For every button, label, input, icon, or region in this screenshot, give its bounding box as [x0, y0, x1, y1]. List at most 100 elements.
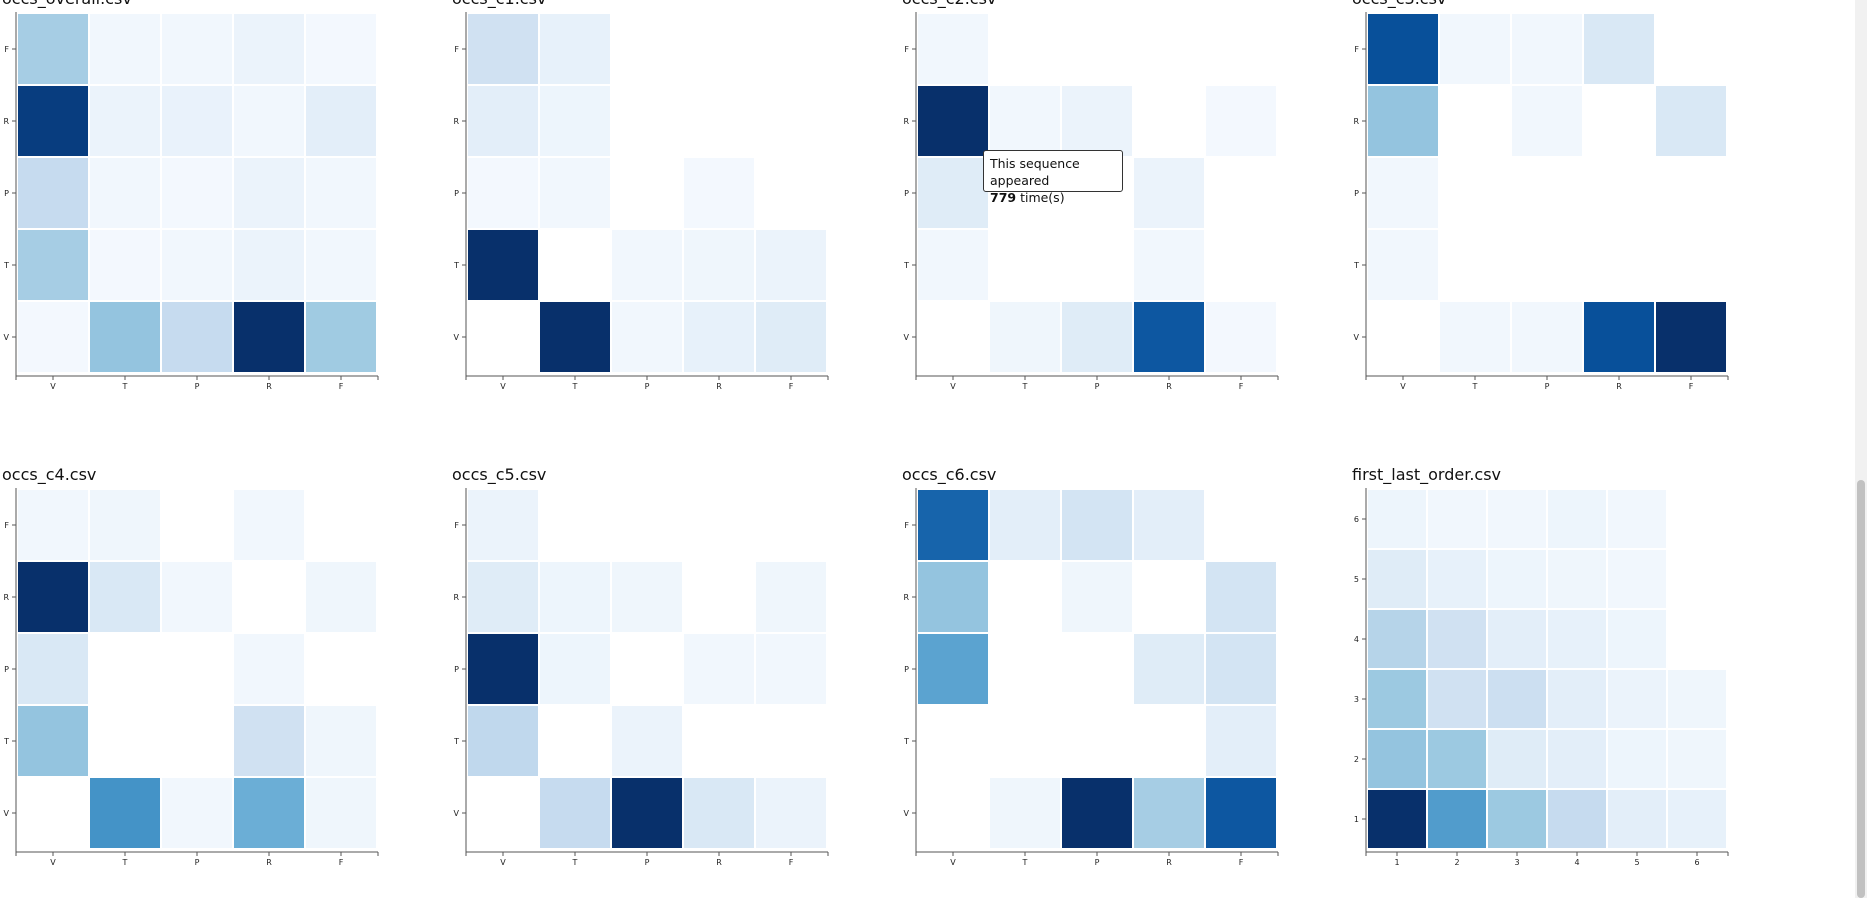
heatmap-cell-f-t — [1440, 14, 1510, 84]
y-tick-label: 2 — [1354, 755, 1359, 764]
x-tick-label: V — [950, 382, 956, 391]
x-tick-label: P — [645, 858, 650, 867]
heatmap-cell-r-p — [612, 86, 682, 156]
y-tick-label: F — [454, 521, 459, 530]
heatmap-cell-p-t — [1440, 158, 1510, 228]
heatmap-7: 1 1 2 2 3 3 4 4 5 5 6 6 — [1354, 488, 1729, 867]
heatmap-cell-p-p — [162, 158, 232, 228]
heatmap-cell-v-p — [162, 778, 232, 848]
y-tick-label: 6 — [1354, 515, 1359, 524]
heatmap-cell-t-p — [1062, 230, 1132, 300]
heatmap-cell-r-r — [684, 562, 754, 632]
heatmap-cell-r-p — [612, 562, 682, 632]
heatmap-cell-t-v — [18, 230, 88, 300]
heatmap-cell-v-v — [468, 778, 538, 848]
heatmap-cell-6-6 — [1668, 490, 1726, 548]
x-tick-label: T — [122, 858, 128, 867]
heatmap-cell-1-3 — [1488, 790, 1546, 848]
heatmap-cell-p-t — [90, 158, 160, 228]
x-tick-label: V — [1400, 382, 1406, 391]
y-tick-label: R — [453, 593, 459, 602]
x-tick-label: R — [266, 382, 272, 391]
chart-title-occs-c5: occs_c5.csv — [452, 465, 547, 484]
y-tick-label: 4 — [1354, 635, 1359, 644]
heatmap-cell-r-v — [18, 86, 88, 156]
heatmap-cell-1-4 — [1548, 790, 1606, 848]
x-tick-label: P — [645, 382, 650, 391]
heatmap-cell-f-v — [468, 14, 538, 84]
heatmap-cell-v-v — [468, 302, 538, 372]
heatmap-cell-t-t — [990, 230, 1060, 300]
heatmap-cell-t-t — [90, 230, 160, 300]
heatmap-cell-f-f — [1206, 14, 1276, 84]
heatmap-cell-r-t — [540, 562, 610, 632]
y-tick-label: 1 — [1354, 815, 1359, 824]
x-tick-label: F — [1239, 382, 1244, 391]
scrollbar-thumb[interactable] — [1857, 480, 1865, 898]
heatmap-cell-t-t — [540, 706, 610, 776]
y-tick-label: R — [453, 117, 459, 126]
heatmap-cell-v-t — [90, 778, 160, 848]
x-tick-label: R — [1616, 382, 1622, 391]
x-tick-label: T — [572, 858, 578, 867]
heatmap-cell-v-f — [756, 302, 826, 372]
heatmap-cell-r-f — [1206, 86, 1276, 156]
y-tick-label: F — [4, 45, 9, 54]
heatmap-cell-v-p — [612, 778, 682, 848]
heatmap-cell-r-v — [1368, 86, 1438, 156]
y-tick-label: T — [453, 261, 459, 270]
page-scrollbar[interactable] — [1855, 0, 1867, 898]
heatmap-cell-p-r — [684, 634, 754, 704]
heatmap-cell-r-r — [1134, 562, 1204, 632]
x-tick-label: F — [789, 382, 794, 391]
heatmap-cell-r-f — [1206, 562, 1276, 632]
heatmap-cell-f-t — [540, 14, 610, 84]
heatmap-cell-t-p — [612, 230, 682, 300]
heatmap-cell-v-f — [1206, 302, 1276, 372]
heatmap-cell-t-t — [990, 706, 1060, 776]
heatmap-cell-3-1 — [1368, 670, 1426, 728]
heatmap-cell-5-6 — [1668, 550, 1726, 608]
heatmap-cell-2-1 — [1368, 730, 1426, 788]
chart-title-occs-c2: occs_c2.csv — [902, 0, 996, 8]
x-tick-label: 4 — [1574, 858, 1579, 867]
heatmap-cell-f-t — [90, 14, 160, 84]
heatmap-6: V V T T P P R R F F — [903, 488, 1279, 867]
heatmap-cell-p-p — [1062, 634, 1132, 704]
heatmap-cell-p-f — [1206, 158, 1276, 228]
heatmap-cell-t-t — [1440, 230, 1510, 300]
y-tick-label: F — [904, 521, 909, 530]
heatmap-cell-v-r — [234, 778, 304, 848]
y-tick-label: T — [903, 261, 909, 270]
x-tick-label: V — [50, 858, 56, 867]
x-tick-label: F — [1689, 382, 1694, 391]
heatmap-cell-t-p — [612, 706, 682, 776]
y-tick-label: F — [1354, 45, 1359, 54]
heatmap-cell-t-p — [162, 230, 232, 300]
heatmap-cell-6-1 — [1368, 490, 1426, 548]
heatmap-cell-f-r — [234, 14, 304, 84]
heatmap-cell-t-f — [1206, 706, 1276, 776]
y-tick-label: R — [903, 593, 909, 602]
heatmap-cell-p-r — [234, 634, 304, 704]
heatmap-cell-v-p — [612, 302, 682, 372]
x-tick-label: R — [716, 858, 722, 867]
chart-title-occs-c4: occs_c4.csv — [2, 465, 97, 484]
heatmap-cell-4-6 — [1668, 610, 1726, 668]
heatmap-cell-p-p — [612, 158, 682, 228]
heatmap-cell-r-p — [162, 562, 232, 632]
heatmap-cell-t-r — [684, 230, 754, 300]
heatmap-cell-t-f — [306, 706, 376, 776]
heatmap-cell-r-p — [162, 86, 232, 156]
heatmap-cell-p-f — [756, 158, 826, 228]
heatmap-cell-r-v — [468, 562, 538, 632]
heatmap-cell-r-f — [756, 86, 826, 156]
y-tick-label: P — [904, 665, 909, 674]
y-tick-label: V — [1354, 333, 1360, 342]
heatmap-cell-f-p — [162, 14, 232, 84]
heatmap-cell-r-f — [306, 86, 376, 156]
x-tick-label: P — [195, 382, 200, 391]
x-tick-label: V — [950, 858, 956, 867]
heatmap-cell-p-p — [162, 634, 232, 704]
heatmap-cell-4-3 — [1488, 610, 1546, 668]
